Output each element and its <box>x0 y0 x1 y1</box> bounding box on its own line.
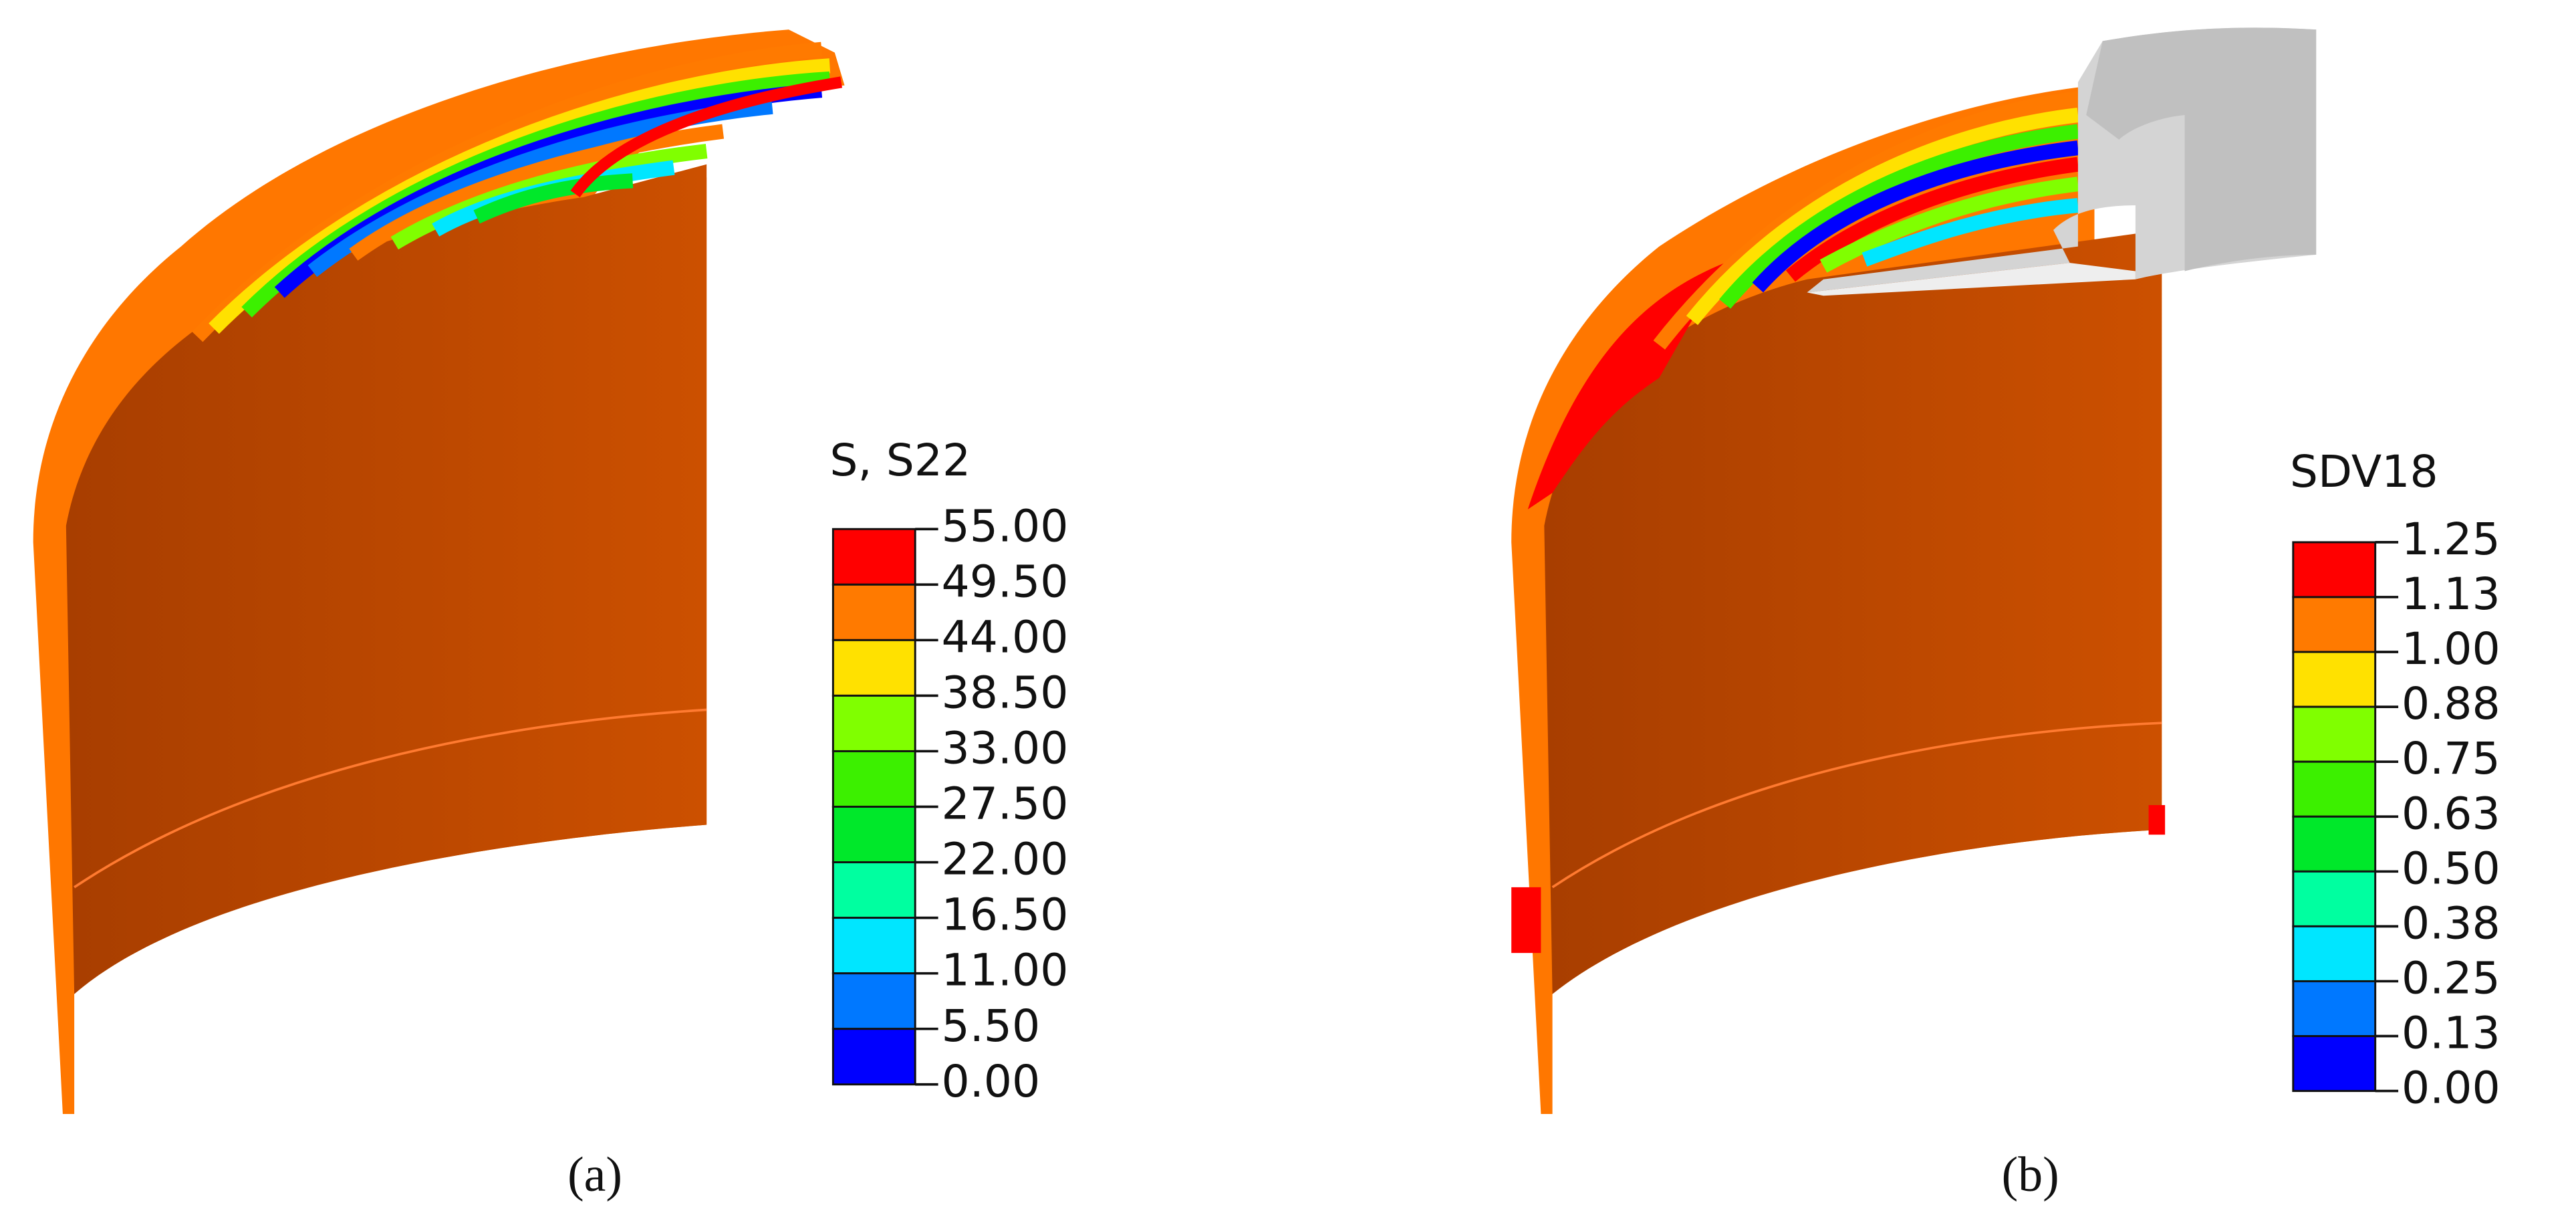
legend-swatch <box>2292 980 2377 1037</box>
legend-swatch <box>831 806 916 864</box>
legend-swatch <box>831 861 916 919</box>
legend-label: 0.25 <box>2402 952 2500 1004</box>
caption: (a) <box>567 1147 622 1202</box>
legend-label: 0.75 <box>2402 732 2500 784</box>
legend-title: S, S22 <box>829 434 971 486</box>
legend-label: 33.00 <box>942 722 1069 774</box>
legend-swatch <box>831 583 916 641</box>
legend-swatch <box>831 639 916 697</box>
legend-label: 49.50 <box>942 555 1069 607</box>
legend-swatch <box>831 972 916 1030</box>
legend-label: 11.00 <box>942 944 1069 996</box>
stress-bands <box>192 41 843 342</box>
legend-label: 0.50 <box>2402 842 2500 894</box>
legend-label: 0.38 <box>2402 897 2500 949</box>
legend-swatch <box>2292 705 2377 763</box>
legend-swatch <box>831 750 916 808</box>
model-a <box>33 29 845 1114</box>
legend-swatch <box>831 1028 916 1086</box>
legend-label: 5.50 <box>942 1000 1041 1052</box>
legend-label: 16.50 <box>942 889 1069 941</box>
sdv-bands <box>1653 91 2079 350</box>
model-b <box>1511 27 2317 1114</box>
legend-swatch <box>831 694 916 752</box>
legend-swatch <box>831 917 916 975</box>
legend-label: 38.50 <box>942 666 1069 718</box>
legend-label: 1.13 <box>2402 568 2500 620</box>
legend-swatch <box>831 528 916 586</box>
legend-swatch <box>2292 870 2377 927</box>
legend-swatch <box>2292 651 2377 708</box>
legend-label: 1.25 <box>2402 513 2500 565</box>
legend-title: SDV18 <box>2290 445 2438 497</box>
legend-swatch <box>2292 815 2377 873</box>
legend-swatch <box>2292 541 2377 598</box>
legend-swatch <box>2292 760 2377 818</box>
legend-label: 22.00 <box>942 833 1069 885</box>
legend-label: 0.13 <box>2402 1007 2500 1059</box>
legend-swatch <box>2292 1035 2377 1093</box>
legend-label: 55.00 <box>942 499 1069 552</box>
legend-label: 1.00 <box>2402 623 2500 675</box>
caption: (b) <box>2002 1147 2059 1202</box>
legend-swatch <box>2292 596 2377 653</box>
legends: S, S22 55.0049.5044.0038.5033.0027.5022.0… <box>567 434 2500 1202</box>
legend-label: 44.00 <box>942 610 1069 663</box>
legend-label: 27.50 <box>942 778 1069 830</box>
legend-swatch <box>2292 925 2377 982</box>
legend-label: 0.00 <box>942 1055 1041 1107</box>
legend-label: 0.63 <box>2402 787 2500 839</box>
legend-label: 0.88 <box>2402 677 2500 730</box>
legend-label: 0.00 <box>2402 1062 2500 1114</box>
